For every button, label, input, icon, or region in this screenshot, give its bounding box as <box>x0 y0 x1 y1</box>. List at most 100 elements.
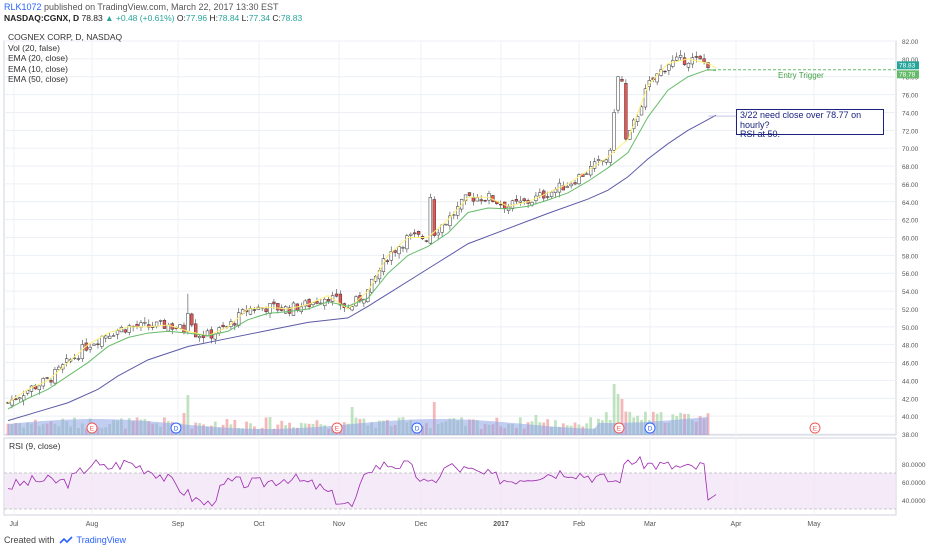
price-tick-label: 76.00 <box>902 93 919 100</box>
close-label: C: <box>272 13 281 23</box>
legend-ema10: EMA (10, close) <box>8 63 68 74</box>
candle-body <box>373 276 378 282</box>
volume-bar <box>280 420 284 435</box>
price-tick-label: 52.00 <box>902 307 919 314</box>
time-tick-label: May <box>807 521 821 528</box>
price-tick-label: 72.00 <box>902 128 919 135</box>
candle-body <box>252 309 257 311</box>
volume-ma-area <box>8 416 708 435</box>
volume-bar <box>616 394 620 435</box>
author-link[interactable]: RLK1072 <box>4 2 42 12</box>
earnings-marker <box>331 422 343 434</box>
chart-grid <box>3 40 897 516</box>
rsi-legend: RSI (9, close) <box>9 441 61 451</box>
candle-body <box>201 335 206 338</box>
legend-ema50: EMA (50, close) <box>8 74 68 84</box>
candle-body <box>694 56 698 58</box>
candle-body <box>287 307 292 314</box>
price-tick-label: 42.00 <box>902 396 919 403</box>
candle-body <box>237 312 241 326</box>
ema-price-label: 78.78 <box>899 71 916 78</box>
candle-body <box>178 324 182 329</box>
time-tick-label: Oct <box>254 521 265 528</box>
candle-body <box>655 73 659 83</box>
event-marker-letter: E <box>90 426 95 433</box>
candle-body <box>416 231 421 235</box>
candle-body <box>467 192 472 196</box>
candle-body <box>111 335 116 337</box>
candle-body <box>53 369 57 384</box>
earnings-marker <box>613 422 625 434</box>
candle-body <box>147 324 151 328</box>
candle-body <box>385 260 389 263</box>
volume-bar <box>233 419 237 435</box>
candle-body <box>221 324 225 328</box>
candle-body <box>573 182 577 185</box>
rsi-tick-label: 40.0000 <box>902 498 926 505</box>
candle-body <box>678 54 683 58</box>
price-tick-label: 62.00 <box>902 218 919 225</box>
candle-body <box>702 58 706 63</box>
volume-bar <box>264 417 268 435</box>
candle-body <box>596 159 601 161</box>
price-axis: 82.0080.0078.0076.0074.0072.0070.0068.00… <box>897 39 919 439</box>
time-tick-label: Jul <box>10 521 19 528</box>
tradingview-logo-icon <box>58 535 73 544</box>
candle-body <box>182 324 186 333</box>
price-tick-label: 44.00 <box>902 378 919 385</box>
candle-body <box>499 203 503 206</box>
price-tick-label: 74.00 <box>902 110 919 117</box>
ticker: NASDAQ:CGNX, D <box>4 13 80 23</box>
candle-body <box>620 79 624 82</box>
candle-body <box>186 313 190 332</box>
price-tick-label: 68.00 <box>902 164 919 171</box>
earnings-marker <box>809 422 821 434</box>
note-line-2: hourly? <box>740 119 770 130</box>
candle-body <box>585 173 589 175</box>
candle-body <box>604 159 608 163</box>
candle-body <box>475 197 479 202</box>
high-label: H: <box>209 13 219 23</box>
time-tick-label: Feb <box>573 521 585 528</box>
candle-body <box>663 70 667 73</box>
dividend-marker <box>644 422 656 434</box>
dividend-marker <box>411 422 423 434</box>
rsi-line <box>7 455 717 508</box>
candle-body <box>370 278 374 293</box>
candle-body <box>276 303 280 311</box>
candle-body <box>635 116 640 122</box>
low-label: L: <box>241 13 249 23</box>
last-price-tag <box>897 61 919 70</box>
candle-body <box>291 302 296 316</box>
volume-bar <box>620 399 624 435</box>
time-tick-label: Aug <box>86 521 99 528</box>
candle-body <box>643 88 648 108</box>
entry-trigger-label: Entry Trigger <box>778 71 824 80</box>
candle-body <box>569 183 573 187</box>
candle-body <box>538 192 542 197</box>
candle-body <box>115 330 120 335</box>
candle-body <box>612 112 616 151</box>
candle-body <box>37 385 41 390</box>
candle-body <box>389 251 393 261</box>
volume-bar <box>589 417 593 435</box>
candle-body <box>436 232 440 236</box>
candle-body <box>413 232 417 235</box>
candle-body <box>104 335 108 339</box>
open-value: 77.96 <box>185 13 208 23</box>
time-tick-label: Nov <box>333 521 346 528</box>
price-tick-label: 38.00 <box>902 432 919 439</box>
legend-volume: Vol (20, false) <box>8 42 60 53</box>
note-callout[interactable]: 3/22 need close over 78.77 on hourly? RS… <box>736 109 884 139</box>
high-value: 78.84 <box>218 13 240 23</box>
price-tick-label: 56.00 <box>902 271 919 278</box>
candle-body <box>405 235 409 250</box>
tradingview-link[interactable]: TradingView <box>76 535 127 545</box>
published-text: published on TradingView.com, March 22, … <box>44 2 279 12</box>
candle-body <box>577 174 581 185</box>
candle-body <box>80 344 84 360</box>
candle-body <box>268 303 272 314</box>
price-tick-label: 70.00 <box>902 146 919 153</box>
ema50-line <box>7 114 717 422</box>
